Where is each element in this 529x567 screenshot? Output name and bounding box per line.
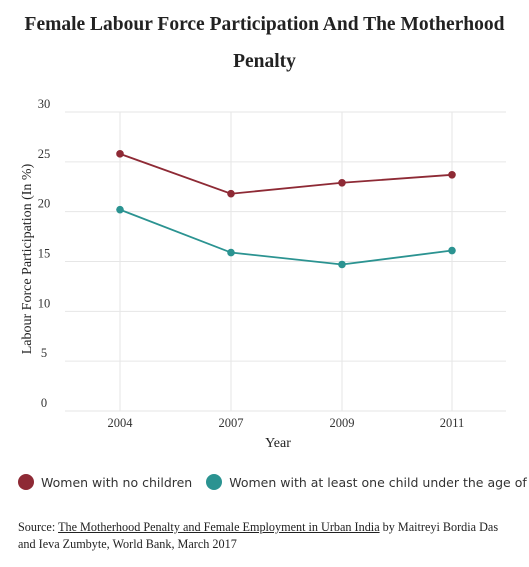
line-chart: 0 5 10 15 20 25 30 2004 2007 2009 2011 Year Labou…: [20, 97, 506, 451]
legend-label: Women with at least one child under the …: [229, 474, 529, 490]
data-point[interactable]: [338, 178, 346, 187]
y-axis-ticks: 0 5 10 15 20 25 30: [38, 97, 51, 410]
series-line-0: [119, 153, 453, 195]
x-tick-label: 2011: [440, 416, 465, 430]
source-link[interactable]: The Motherhood Penalty and Female Employ…: [58, 520, 380, 534]
chart-title-line: Female Labour Force Participation And Th…: [24, 14, 505, 35]
gridlines: [65, 111, 506, 412]
legend-swatch: [18, 474, 34, 490]
series-layer: [116, 150, 456, 269]
y-tick-label: 25: [38, 147, 51, 161]
source-prefix: Source:: [18, 520, 59, 534]
legend: Women with no children Women with at lea…: [18, 474, 529, 490]
legend-item-with-child[interactable]: Women with at least one child under the …: [206, 474, 529, 490]
x-tick-label: 2007: [219, 416, 244, 430]
y-tick-label: 15: [38, 247, 51, 261]
x-tick-label: 2004: [108, 416, 134, 430]
data-point[interactable]: [227, 248, 235, 257]
x-tick-label: 2009: [330, 416, 355, 430]
data-point[interactable]: [116, 205, 124, 214]
y-tick-label: 5: [41, 346, 47, 360]
data-point[interactable]: [448, 246, 456, 255]
y-tick-label: 0: [41, 396, 47, 410]
y-axis-label: Labour Force Participation (In %): [20, 163, 35, 354]
data-point[interactable]: [227, 189, 235, 198]
x-axis-label: Year: [265, 436, 291, 451]
y-tick-label: 10: [38, 296, 51, 310]
y-tick-label: 30: [38, 97, 51, 111]
source-suffix: by Maitreyi Bordia Das and Ieva Zumbyte,…: [18, 520, 499, 551]
y-tick-label: 20: [38, 197, 51, 211]
chart-title-line: Penalty: [233, 51, 296, 72]
data-point[interactable]: [116, 150, 124, 158]
data-point[interactable]: [448, 170, 456, 179]
source-note: Source: The Motherhood Penalty and Femal…: [18, 519, 518, 553]
data-point[interactable]: [338, 260, 346, 269]
legend-item-no-children[interactable]: Women with no children: [18, 474, 192, 490]
chart-title: Female Labour Force Participation And Th…: [0, 6, 529, 80]
legend-label: Women with no children: [41, 474, 193, 490]
legend-swatch: [206, 474, 223, 490]
series-line-1: [119, 208, 453, 266]
x-axis-ticks: 2004 2007 2009 2011: [108, 416, 465, 430]
